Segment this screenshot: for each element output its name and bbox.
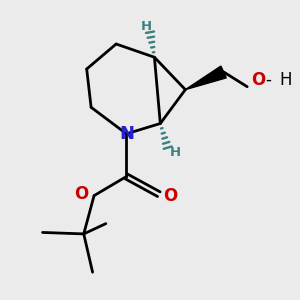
Text: O: O (74, 185, 89, 203)
Text: -: - (266, 71, 271, 89)
Text: H: H (141, 20, 152, 33)
Text: O: O (252, 71, 266, 89)
Text: O: O (163, 187, 178, 205)
Text: H: H (280, 71, 292, 89)
Polygon shape (185, 66, 226, 90)
Text: H: H (169, 146, 181, 159)
Text: N: N (119, 125, 134, 143)
